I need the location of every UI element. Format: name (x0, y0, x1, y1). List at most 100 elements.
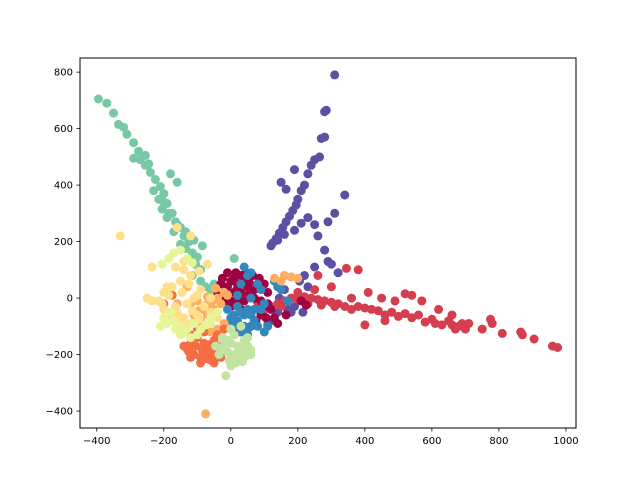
point-series-6-15 (219, 324, 229, 334)
point-series-7-32 (142, 293, 152, 303)
point-series-9-22 (214, 350, 224, 360)
y-tick-label-1: −200 (46, 350, 73, 361)
y-tick-label-5: 600 (54, 124, 73, 135)
point-series-3-42 (281, 310, 291, 320)
point-series-2-48 (347, 293, 356, 303)
point-series-4-29 (283, 296, 293, 306)
point-series-8-21 (176, 245, 185, 255)
point-series-8-13 (159, 313, 169, 323)
point-series-1-48 (298, 307, 308, 317)
point-series-8-18 (157, 259, 167, 269)
point-series-2-58 (477, 324, 487, 334)
point-series-0-2 (109, 108, 118, 118)
point-series-1-24 (303, 213, 313, 223)
point-series-7-28 (179, 313, 189, 323)
point-series-7-3 (186, 231, 196, 241)
point-series-0-35 (140, 150, 150, 160)
point-series-7-26 (184, 279, 194, 289)
x-tick-label-5: 600 (422, 436, 441, 447)
point-series-3-41 (273, 319, 283, 328)
point-series-2-61 (326, 282, 336, 292)
point-series-7-19 (177, 287, 187, 297)
point-series-1-22 (330, 208, 340, 218)
y-tick-label-2: 0 (67, 294, 73, 305)
point-series-1-37 (333, 268, 343, 278)
point-series-1-27 (279, 230, 289, 239)
x-tick-label-0: −400 (83, 436, 110, 447)
point-series-0-11 (145, 167, 155, 177)
point-series-0-0 (93, 94, 103, 104)
point-series-3-24 (231, 268, 241, 278)
point-series-5-26 (293, 273, 303, 283)
point-series-7-5 (179, 265, 189, 275)
point-series-9-27 (243, 333, 253, 343)
point-series-4-15 (249, 304, 259, 314)
point-series-4-24 (233, 290, 242, 300)
point-series-1-31 (281, 184, 291, 194)
point-series-2-56 (447, 310, 457, 320)
point-series-9-19 (221, 371, 231, 381)
plot-frame (79, 57, 577, 429)
x-axis: −400 −200 0 200 400 600 800 1000 (83, 428, 579, 447)
point-series-6-28 (202, 354, 212, 364)
point-series-2-68 (310, 285, 320, 295)
point-series-7-33 (162, 282, 172, 292)
point-series-0-5 (122, 129, 132, 139)
point-series-7-36 (186, 271, 196, 280)
point-series-8-3 (182, 324, 192, 334)
point-series-2-63 (293, 287, 303, 297)
point-series-2-1 (548, 341, 557, 351)
point-series-1-10 (296, 186, 306, 196)
point-series-6-27 (209, 358, 219, 368)
point-series-9-21 (241, 351, 251, 361)
point-series-7-21 (164, 290, 174, 300)
point-series-1-30 (276, 177, 286, 187)
point-series-2-5 (497, 328, 507, 338)
point-series-4-21 (239, 262, 249, 272)
point-series-8-9 (186, 333, 196, 343)
point-series-0-36 (159, 197, 169, 207)
point-series-4-12 (253, 321, 263, 331)
point-series-2-24 (373, 306, 383, 316)
point-series-1-26 (290, 225, 299, 235)
point-series-2-57 (464, 319, 474, 328)
point-series-7-2 (172, 223, 182, 232)
point-series-7-4 (202, 259, 212, 269)
point-series-7-34 (192, 290, 202, 300)
point-series-7-27 (172, 307, 182, 317)
point-series-1-28 (273, 235, 283, 245)
point-series-6-21 (179, 341, 189, 351)
point-series-7-39 (194, 266, 204, 276)
y-tick-label-0: −400 (46, 407, 73, 418)
point-series-1-21 (340, 190, 350, 200)
point-series-7-22 (157, 299, 167, 309)
point-series-0-33 (172, 177, 182, 187)
point-series-4-33 (226, 313, 236, 323)
point-series-0-13 (155, 182, 165, 191)
point-series-0-37 (164, 208, 174, 218)
x-tick-label-7: 1000 (553, 436, 578, 447)
point-series-8-16 (212, 307, 222, 317)
point-series-2-54 (417, 296, 427, 306)
point-series-1-29 (290, 165, 299, 175)
point-series-4-31 (259, 327, 269, 337)
point-series-1-0 (330, 70, 340, 80)
point-series-8-4 (189, 319, 199, 328)
point-series-9-18 (226, 361, 236, 371)
point-series-2-2 (529, 334, 539, 344)
point-series-1-32 (310, 220, 320, 230)
point-series-4-25 (246, 293, 256, 303)
point-series-2-49 (363, 287, 373, 297)
point-series-2-47 (341, 263, 351, 273)
point-series-9-25 (226, 324, 236, 334)
x-tick-label-4: 400 (355, 436, 374, 447)
point-series-2-67 (330, 302, 340, 311)
point-series-4-14 (233, 302, 242, 311)
point-series-5-24 (279, 271, 289, 280)
point-series-1-8 (303, 169, 313, 179)
point-series-2-62 (313, 271, 323, 280)
point-series-2-59 (360, 320, 370, 330)
point-series-2-66 (316, 300, 326, 310)
point-series-5-19 (201, 409, 211, 419)
